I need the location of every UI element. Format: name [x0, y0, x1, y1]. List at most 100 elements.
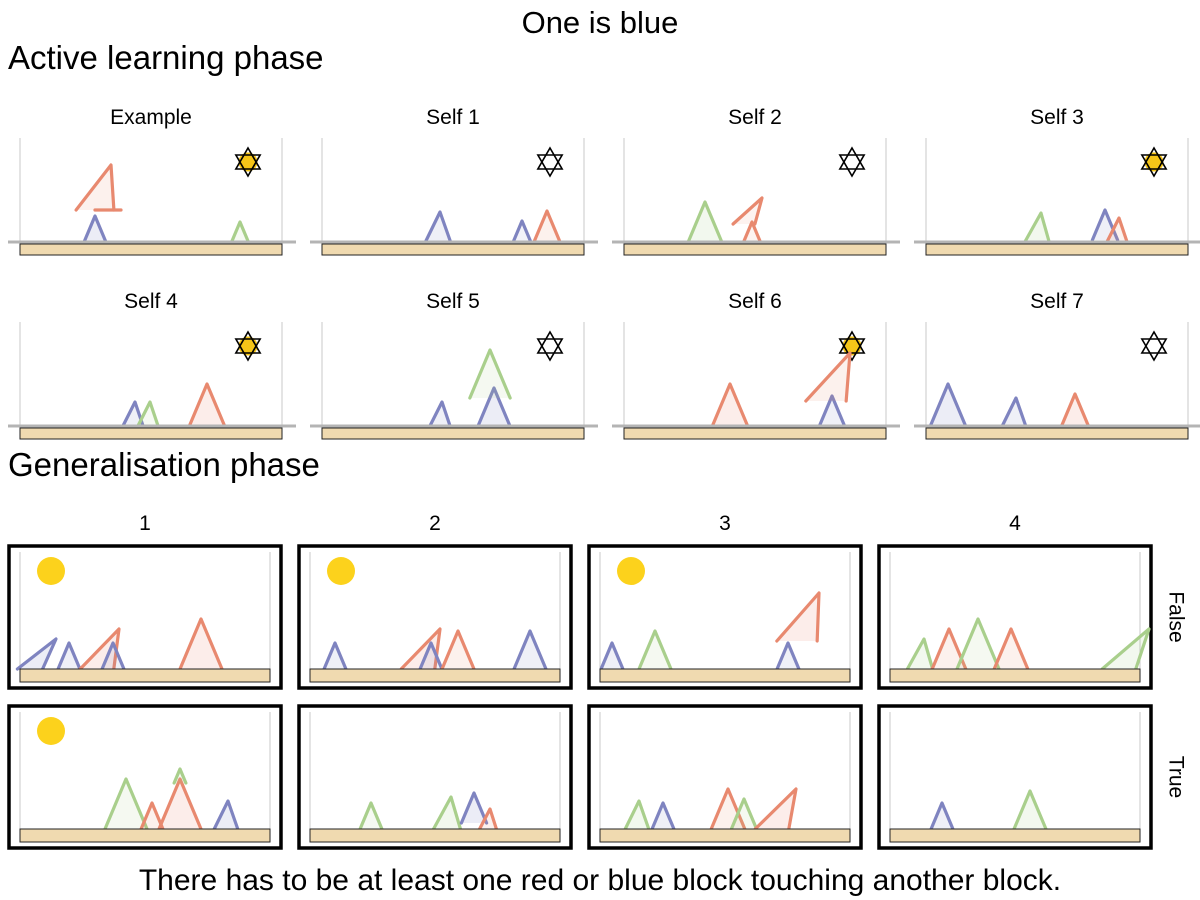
ground-plank	[623, 243, 887, 256]
star-icon-down	[838, 338, 866, 362]
active-panel: Self 4	[8, 290, 296, 440]
active-panel: Self 6	[612, 290, 900, 440]
active-panel-label: Self 6	[728, 290, 782, 313]
block-fill	[639, 631, 671, 669]
block-fill	[777, 643, 799, 669]
column-label: 1	[139, 512, 151, 535]
block	[992, 627, 1030, 671]
block-fill	[122, 402, 144, 426]
active-panel-label: Self 1	[426, 106, 480, 129]
row-label: False	[1164, 591, 1187, 642]
block	[804, 351, 852, 403]
block-fill	[514, 631, 546, 669]
block-fill	[324, 643, 346, 669]
ground-plank	[309, 668, 561, 683]
active-panel-label: Self 5	[426, 290, 480, 313]
star-icon-up	[536, 146, 564, 170]
active-panel: Self 3	[914, 106, 1200, 256]
block-fill	[1106, 218, 1128, 242]
block-fill	[429, 402, 451, 426]
block-fill	[712, 384, 748, 426]
block	[428, 400, 452, 428]
ground-plank	[19, 828, 271, 843]
active-phase-heading: Active learning phase	[8, 39, 324, 76]
active-panel: Self 7	[914, 290, 1200, 440]
star-icon-up	[838, 330, 866, 354]
caption: There has to be at least one red or blue…	[139, 864, 1061, 897]
active-panel-label: Self 3	[1030, 106, 1084, 129]
block-fill	[1002, 398, 1026, 426]
block-fill	[930, 384, 966, 426]
row-label: True	[1164, 756, 1187, 798]
block-fill	[84, 216, 106, 242]
block	[423, 210, 453, 244]
star-icon-up	[234, 146, 262, 170]
active-panel: Example	[8, 106, 296, 256]
block	[710, 382, 750, 428]
block	[1000, 396, 1028, 428]
block	[817, 394, 847, 428]
figure-title: One is blue	[522, 5, 679, 40]
ground-plank	[599, 668, 851, 683]
block	[178, 617, 224, 671]
block	[731, 196, 764, 226]
block	[709, 787, 747, 831]
block-fill	[533, 211, 561, 242]
ground-plank	[623, 427, 887, 440]
generalisation-panels: 1 2 3 4 False True	[7, 512, 1187, 850]
star-icon-up	[1140, 330, 1168, 354]
block	[511, 219, 533, 244]
block	[74, 163, 116, 212]
star-icon	[1140, 330, 1168, 362]
panel-frame	[587, 704, 863, 850]
block	[512, 629, 548, 671]
ground-plank	[19, 427, 283, 440]
generalisation-panel	[877, 704, 1153, 850]
generalisation-panel	[587, 704, 863, 850]
block-fill	[159, 779, 201, 829]
star-icon-down	[234, 338, 262, 362]
block	[100, 641, 126, 671]
star-icon-down	[1140, 338, 1168, 362]
block	[172, 767, 188, 785]
block	[468, 348, 512, 400]
column-label: 4	[1009, 512, 1021, 535]
block-fill	[1061, 394, 1089, 426]
block	[532, 209, 562, 244]
block	[478, 807, 498, 831]
sun-icon	[617, 557, 645, 585]
block-fill	[231, 222, 249, 242]
block-fill	[420, 643, 442, 669]
star-icon-up	[536, 330, 564, 354]
star-icon-up	[234, 330, 262, 354]
block-fill	[469, 350, 511, 398]
generalisation-panel	[297, 704, 573, 850]
active-panel-label: Self 7	[1030, 290, 1084, 313]
star-icon	[536, 330, 564, 362]
star-icon-down	[536, 154, 564, 178]
block	[78, 627, 121, 671]
ground-plank	[925, 427, 1189, 440]
star-icon	[838, 330, 866, 362]
generalisation-panel	[587, 544, 863, 690]
block-fill	[425, 212, 451, 242]
block-fill	[907, 639, 933, 669]
block-fill	[601, 643, 623, 669]
sun-icon	[327, 557, 355, 585]
block	[686, 200, 724, 244]
block	[187, 382, 227, 428]
star-icon-up	[1140, 146, 1168, 170]
block-fill	[994, 629, 1028, 669]
ground-plank	[19, 668, 271, 683]
ground-plank	[19, 243, 283, 256]
block	[418, 641, 444, 671]
block	[623, 799, 651, 831]
block	[929, 801, 955, 831]
active-panel: Self 5	[310, 290, 598, 440]
block	[15, 637, 58, 671]
block	[637, 629, 673, 671]
block	[741, 220, 763, 244]
block	[1059, 392, 1091, 428]
panel-frame	[877, 704, 1153, 850]
